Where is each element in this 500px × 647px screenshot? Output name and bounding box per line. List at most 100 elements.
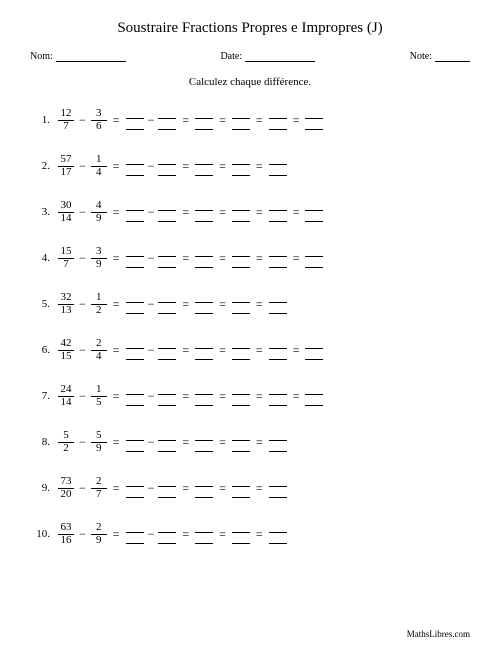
blank-numerator[interactable] [269,110,287,119]
blank-denominator[interactable] [232,121,250,130]
blank-numerator[interactable] [126,156,144,165]
blank-denominator[interactable] [232,397,250,406]
blank-numerator[interactable] [232,202,250,211]
blank-denominator[interactable] [126,259,144,268]
blank-denominator[interactable] [195,443,213,452]
blank-fraction[interactable] [269,294,287,314]
blank-denominator[interactable] [305,397,323,406]
date-underline[interactable] [245,51,315,62]
blank-fraction[interactable] [126,294,144,314]
blank-numerator[interactable] [269,524,287,533]
blank-fraction[interactable] [232,478,250,498]
blank-fraction[interactable] [195,340,213,360]
blank-numerator[interactable] [269,202,287,211]
blank-denominator[interactable] [232,305,250,314]
blank-numerator[interactable] [158,340,176,349]
blank-fraction[interactable] [126,340,144,360]
blank-denominator[interactable] [158,535,176,544]
blank-fraction[interactable] [269,386,287,406]
blank-numerator[interactable] [232,340,250,349]
blank-denominator[interactable] [232,259,250,268]
blank-denominator[interactable] [269,259,287,268]
blank-denominator[interactable] [195,213,213,222]
blank-numerator[interactable] [232,294,250,303]
blank-fraction[interactable] [232,340,250,360]
blank-denominator[interactable] [269,121,287,130]
blank-fraction[interactable] [195,524,213,544]
blank-numerator[interactable] [195,478,213,487]
blank-denominator[interactable] [232,535,250,544]
blank-fraction[interactable] [269,524,287,544]
blank-denominator[interactable] [232,167,250,176]
blank-denominator[interactable] [158,259,176,268]
blank-numerator[interactable] [269,248,287,257]
blank-fraction[interactable] [158,248,176,268]
blank-numerator[interactable] [195,524,213,533]
blank-fraction[interactable] [232,248,250,268]
blank-numerator[interactable] [195,202,213,211]
blank-numerator[interactable] [269,386,287,395]
blank-numerator[interactable] [232,432,250,441]
blank-denominator[interactable] [269,489,287,498]
blank-denominator[interactable] [269,535,287,544]
blank-fraction[interactable] [158,524,176,544]
blank-denominator[interactable] [305,213,323,222]
blank-numerator[interactable] [195,340,213,349]
blank-fraction[interactable] [269,248,287,268]
blank-denominator[interactable] [195,121,213,130]
blank-fraction[interactable] [195,294,213,314]
blank-denominator[interactable] [126,305,144,314]
blank-fraction[interactable] [305,386,323,406]
blank-numerator[interactable] [158,478,176,487]
blank-denominator[interactable] [305,259,323,268]
blank-numerator[interactable] [126,478,144,487]
blank-fraction[interactable] [232,294,250,314]
blank-fraction[interactable] [195,202,213,222]
blank-numerator[interactable] [195,110,213,119]
blank-denominator[interactable] [269,213,287,222]
blank-denominator[interactable] [158,397,176,406]
blank-denominator[interactable] [158,351,176,360]
blank-fraction[interactable] [232,432,250,452]
blank-numerator[interactable] [126,386,144,395]
blank-fraction[interactable] [158,432,176,452]
blank-numerator[interactable] [126,248,144,257]
blank-numerator[interactable] [232,478,250,487]
blank-denominator[interactable] [195,489,213,498]
blank-denominator[interactable] [195,397,213,406]
blank-denominator[interactable] [126,489,144,498]
blank-fraction[interactable] [126,524,144,544]
blank-denominator[interactable] [126,397,144,406]
note-underline[interactable] [435,51,470,62]
blank-numerator[interactable] [305,202,323,211]
blank-denominator[interactable] [232,443,250,452]
blank-fraction[interactable] [158,110,176,130]
blank-fraction[interactable] [269,156,287,176]
blank-denominator[interactable] [232,213,250,222]
name-underline[interactable] [56,51,126,62]
blank-numerator[interactable] [195,386,213,395]
blank-numerator[interactable] [305,110,323,119]
blank-fraction[interactable] [232,524,250,544]
blank-numerator[interactable] [305,340,323,349]
blank-fraction[interactable] [195,478,213,498]
blank-numerator[interactable] [232,110,250,119]
blank-fraction[interactable] [126,248,144,268]
blank-fraction[interactable] [126,386,144,406]
blank-numerator[interactable] [126,524,144,533]
blank-denominator[interactable] [269,351,287,360]
blank-fraction[interactable] [305,110,323,130]
blank-denominator[interactable] [269,443,287,452]
blank-numerator[interactable] [305,386,323,395]
blank-denominator[interactable] [126,535,144,544]
blank-fraction[interactable] [126,110,144,130]
blank-denominator[interactable] [269,305,287,314]
blank-fraction[interactable] [195,110,213,130]
blank-fraction[interactable] [232,110,250,130]
blank-fraction[interactable] [269,110,287,130]
blank-denominator[interactable] [195,305,213,314]
blank-fraction[interactable] [126,156,144,176]
blank-fraction[interactable] [195,386,213,406]
blank-denominator[interactable] [158,167,176,176]
blank-denominator[interactable] [269,397,287,406]
